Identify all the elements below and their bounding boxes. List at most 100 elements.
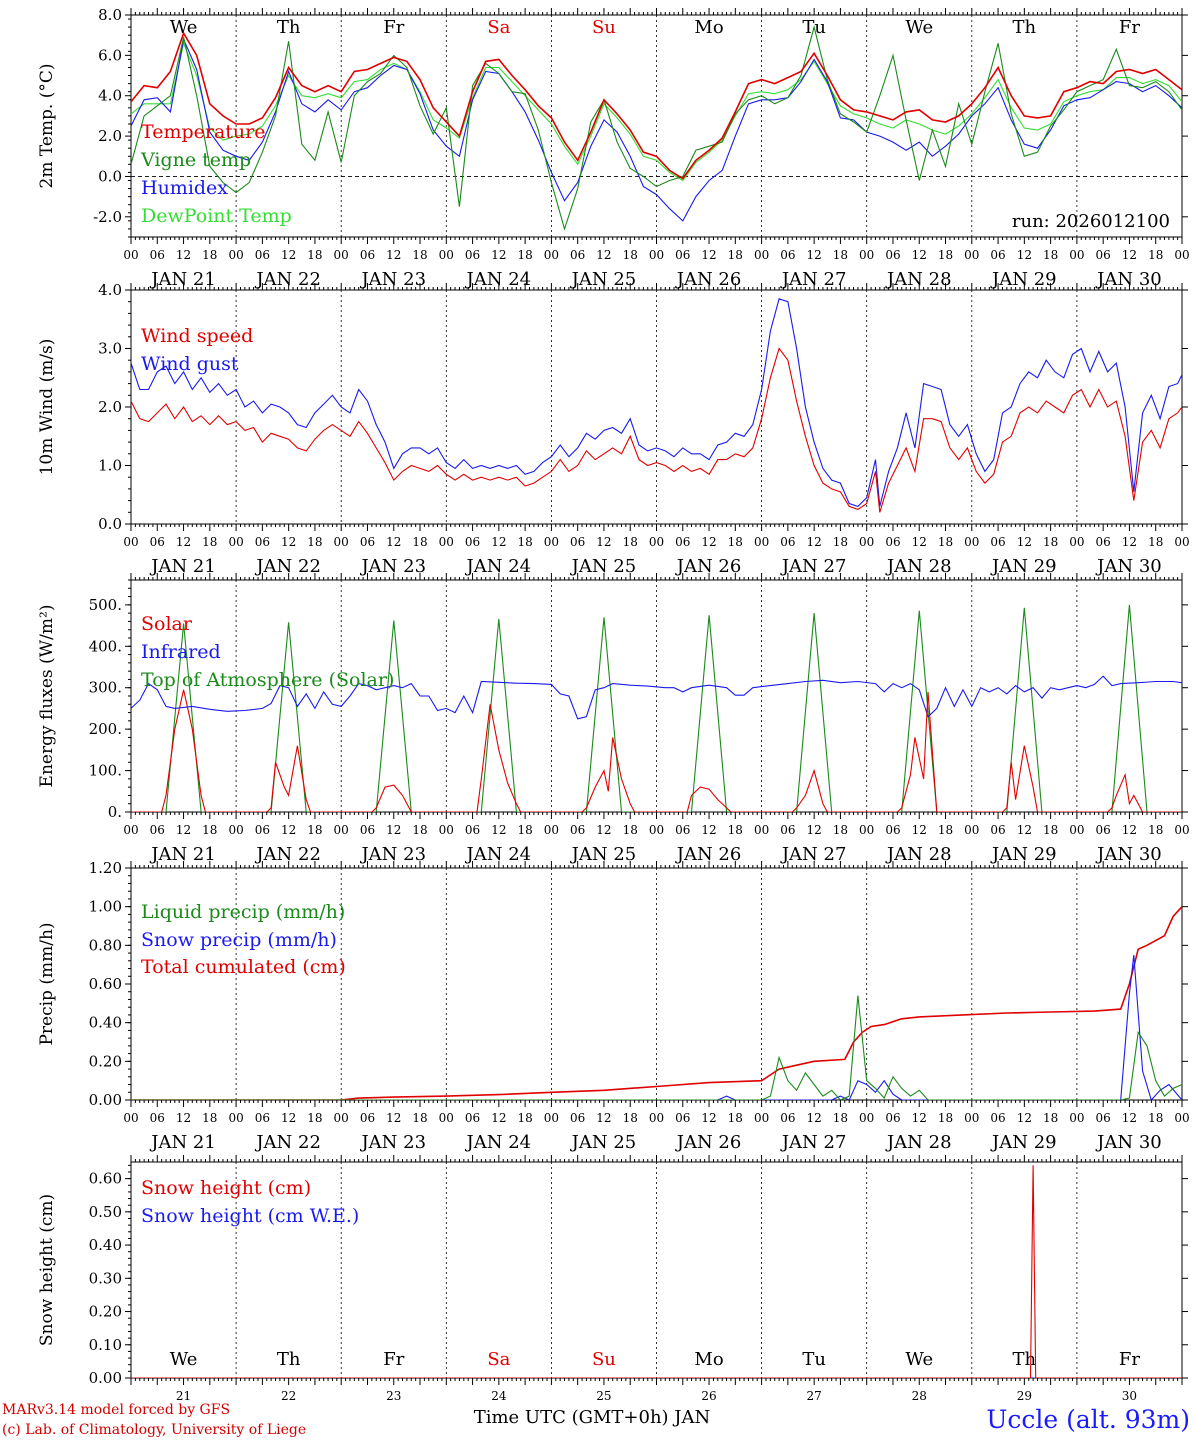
- hour-label: 18: [412, 823, 427, 837]
- hour-label: 18: [833, 823, 848, 837]
- y-axis-label: 10m Wind (m/s): [37, 339, 57, 476]
- date-label: JAN 29: [990, 1132, 1057, 1153]
- hour-label: 18: [938, 823, 953, 837]
- day-of-week-label: Mo: [694, 17, 723, 38]
- hour-label: 00: [649, 1111, 664, 1125]
- hour-label: 00: [754, 823, 769, 837]
- legend-entry: Snow precip (mm/h): [141, 929, 337, 951]
- date-label: JAN 24: [465, 1132, 532, 1153]
- hour-label: 00: [649, 248, 664, 262]
- chart-panels: 8.0 6.0 4.0 2.0 0.0 -2.0 2m Temp. (°C) 00 06 12 18…: [37, 6, 1190, 1403]
- day-of-week-label: Th: [1013, 1349, 1037, 1370]
- hour-label: 06: [570, 1111, 585, 1125]
- hour-label: 12: [281, 1111, 296, 1125]
- y-tick-label: 400.: [89, 637, 122, 655]
- footer: MARv3.14 model forced by GFS (c) Lab. of…: [2, 1402, 1190, 1438]
- copyright-credit: (c) Lab. of Climatology, University of L…: [2, 1422, 306, 1438]
- y-tick-label: 300.: [89, 679, 122, 697]
- series-line-solar: [131, 689, 1182, 812]
- hour-label: 12: [912, 535, 927, 549]
- hour-label: 18: [412, 1111, 427, 1125]
- y-tick-label: 2.0: [98, 398, 122, 416]
- hour-label: 06: [255, 535, 270, 549]
- series-line-humidex: [131, 37, 1182, 222]
- date-label: JAN 24: [465, 844, 532, 865]
- hour-label: 12: [701, 535, 716, 549]
- hour-label: 00: [439, 248, 454, 262]
- y-tick-label: 0.00: [89, 1369, 122, 1387]
- y-tick-label: 0.60: [89, 975, 122, 993]
- legend-entry: Temperature: [141, 121, 265, 143]
- hour-label: 18: [1148, 1111, 1163, 1125]
- legend-entry: Wind speed: [141, 325, 253, 347]
- hour-label: 12: [386, 248, 401, 262]
- y-tick-label: 0.: [108, 803, 122, 821]
- legend-entry: Top of Atmosphere (Solar): [141, 669, 394, 691]
- hour-label: 06: [255, 823, 270, 837]
- date-label: JAN 26: [675, 556, 742, 577]
- hour-label: 00: [123, 535, 138, 549]
- hour-label: 06: [360, 248, 375, 262]
- hour-label: 12: [596, 823, 611, 837]
- date-label: JAN 28: [885, 556, 952, 577]
- series-line-top-of-atmosphere-solar: [131, 604, 1182, 812]
- date-label: JAN 23: [359, 1132, 426, 1153]
- hour-label: 06: [780, 248, 795, 262]
- hour-label: 00: [859, 535, 874, 549]
- y-axis-label: 2m Temp. (°C): [37, 63, 57, 188]
- hour-label: 06: [150, 535, 165, 549]
- run-label: run: 2026012100: [1012, 211, 1170, 232]
- hour-label: 00: [649, 535, 664, 549]
- hour-label: 06: [360, 1111, 375, 1125]
- day-of-week-label: Fr: [383, 17, 404, 38]
- hour-label: 06: [675, 1111, 690, 1125]
- hour-label: 12: [176, 535, 191, 549]
- hour-label: 06: [780, 1111, 795, 1125]
- series-line-snow-height-cm: [131, 1165, 1182, 1378]
- date-label: JAN 30: [1095, 269, 1162, 290]
- legend-entry: Liquid precip (mm/h): [141, 901, 345, 923]
- hour-label: 12: [281, 248, 296, 262]
- hour-label: 00: [754, 1111, 769, 1125]
- hour-label: 06: [675, 535, 690, 549]
- hour-label: 00: [859, 823, 874, 837]
- time-axis-title: Time UTC (GMT+0h) JAN: [474, 1407, 711, 1428]
- hour-label: 06: [885, 248, 900, 262]
- day-of-week-label: Su: [592, 1349, 616, 1370]
- y-tick-label: 0.0: [98, 515, 122, 533]
- hour-label: 00: [964, 248, 979, 262]
- date-label: JAN 27: [780, 556, 847, 577]
- hour-label: 06: [465, 248, 480, 262]
- hour-label: 12: [596, 535, 611, 549]
- y-tick-label: 0.40: [89, 1236, 122, 1254]
- hour-label: 00: [439, 1111, 454, 1125]
- day-of-week-label: Fr: [1119, 17, 1140, 38]
- y-tick-label: 0.60: [89, 1170, 122, 1188]
- hour-label: 00: [228, 535, 243, 549]
- day-number-label: 21: [176, 1389, 191, 1403]
- hour-label: 00: [859, 1111, 874, 1125]
- day-of-week-label: Th: [277, 1349, 301, 1370]
- hour-label: 18: [623, 823, 638, 837]
- y-tick-label: 4.0: [98, 281, 122, 299]
- date-label: JAN 25: [570, 556, 637, 577]
- day-of-week-label: Mo: [694, 1349, 723, 1370]
- legend-entry: Total cumulated (cm): [141, 956, 346, 978]
- hour-label: 18: [517, 823, 532, 837]
- date-label: JAN 30: [1095, 844, 1162, 865]
- hour-label: 12: [491, 823, 506, 837]
- y-tick-label: 1.00: [89, 898, 122, 916]
- day-number-label: 27: [807, 1389, 822, 1403]
- hour-label: 06: [1096, 535, 1111, 549]
- hour-label: 06: [255, 248, 270, 262]
- y-tick-label: 0.30: [89, 1269, 122, 1287]
- hour-label: 12: [596, 1111, 611, 1125]
- day-number-label: 29: [1017, 1389, 1032, 1403]
- date-label: JAN 22: [254, 1132, 321, 1153]
- series-line-total-cumulated-cm: [131, 905, 1182, 1100]
- hour-label: 18: [938, 1111, 953, 1125]
- date-label: JAN 26: [675, 269, 742, 290]
- date-label: JAN 21: [149, 844, 216, 865]
- day-of-week-label: We: [905, 17, 933, 38]
- hour-label: 12: [701, 823, 716, 837]
